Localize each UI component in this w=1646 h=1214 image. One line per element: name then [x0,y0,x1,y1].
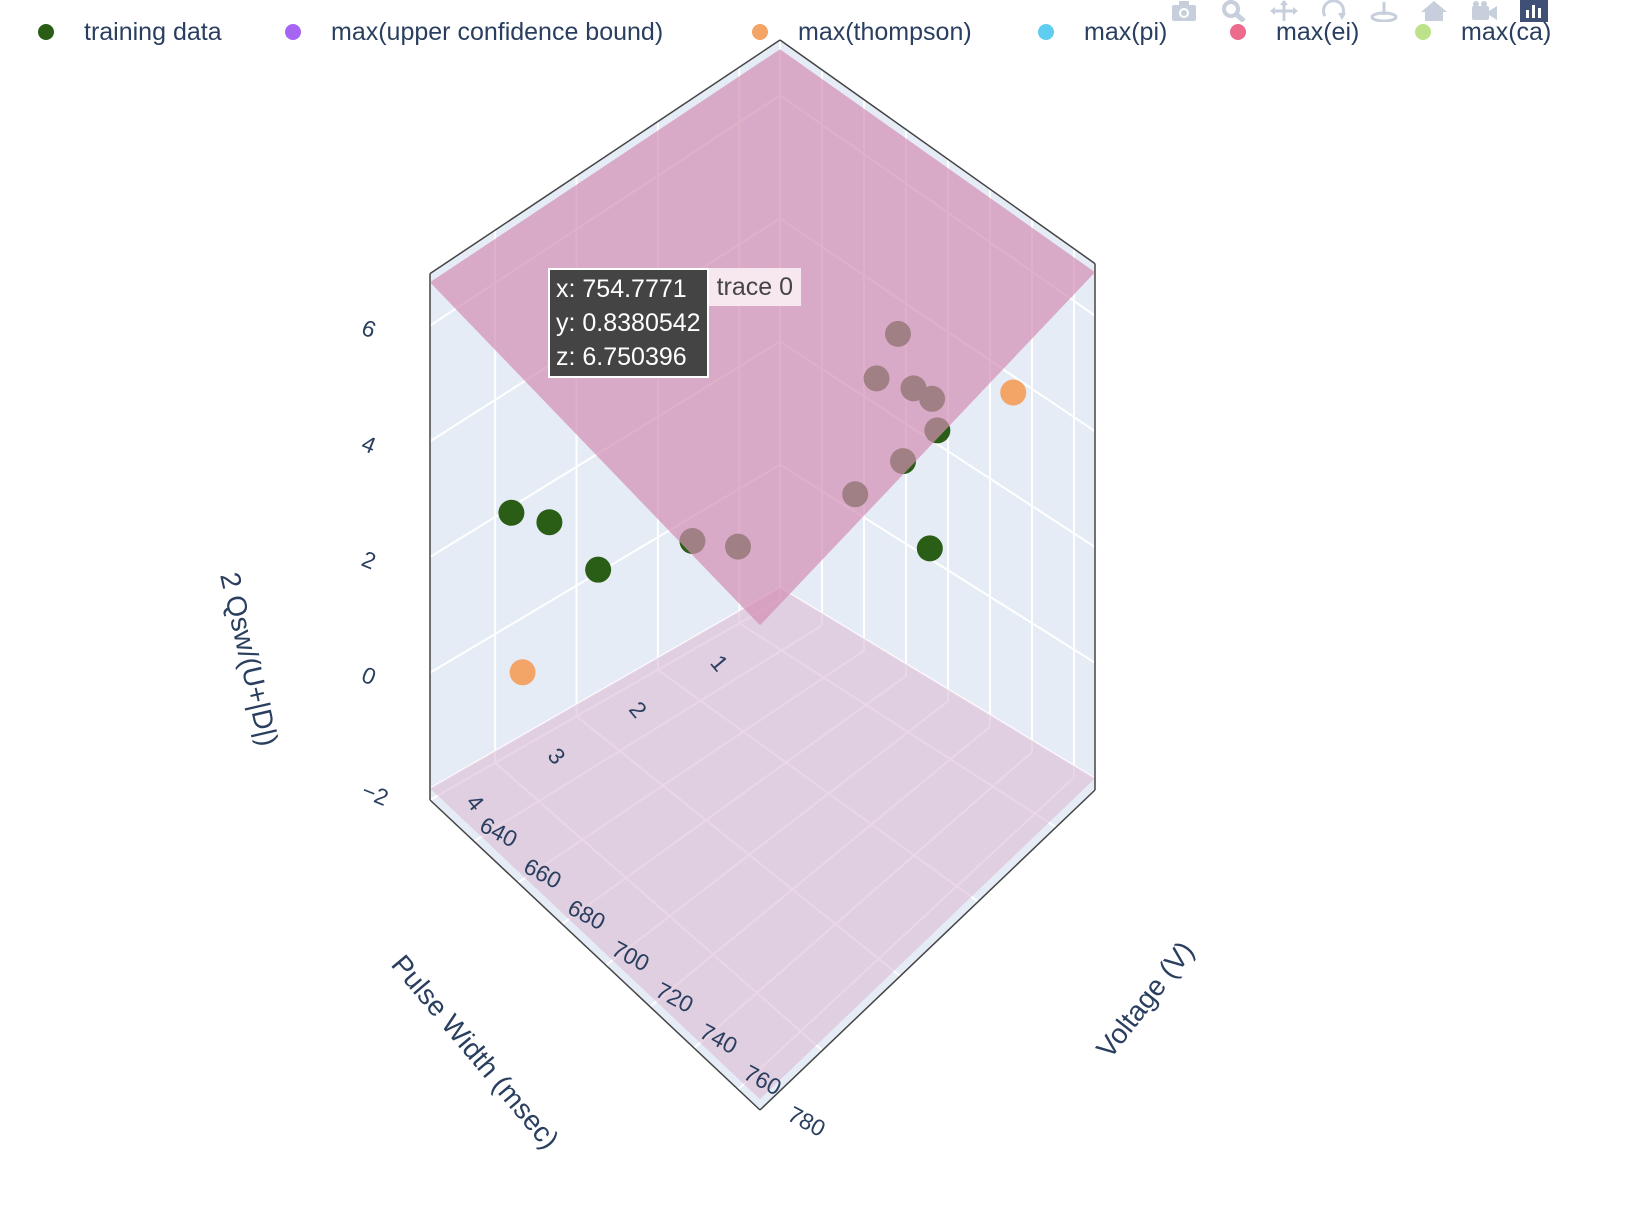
y-axis-title: Pulse Width (msec) [385,949,565,1155]
x-axis-title: Voltage (V) [1090,935,1200,1063]
legend-label: max(ca) [1461,17,1552,46]
data-point-0-10 [585,556,612,583]
legend-label: training data [84,17,222,46]
legend-item-3[interactable]: max(pi) [1038,14,1167,50]
data-point-0-7 [916,535,943,562]
tooltip-values: x: 754.7771 y: 0.8380542 z: 6.750396 [548,268,709,378]
frame-edge [429,799,761,1111]
tooltip-z: z: 6.750396 [556,343,687,371]
z-tick-label: −2 [358,777,392,811]
legend-item-1[interactable]: max(upper confidence bound) [285,14,663,50]
camera-view-icon[interactable] [1470,0,1498,22]
data-point-0-11 [536,509,563,536]
tooltip-y: y: 0.8380542 [556,309,701,337]
camera-icon[interactable] [1170,0,1198,22]
legend-item-4[interactable]: max(ei) [1230,14,1359,50]
legend-marker [752,24,768,40]
orbit-rotate-icon[interactable] [1320,0,1348,22]
axis-frame [429,39,1096,1111]
home-icon[interactable] [1420,0,1448,22]
tooltip-x: x: 754.7771 [556,275,687,303]
upper-surface[interactable] [430,49,1095,626]
surface-trace-0[interactable] [430,49,1095,626]
legend-marker [1230,24,1246,40]
plotly-logo-icon[interactable] [1520,0,1548,22]
turntable-icon[interactable] [1370,0,1398,22]
z-tick-label: 2 [358,546,380,575]
legend-label: max(ei) [1276,17,1360,46]
x-tick-label: 780 [784,1101,830,1142]
legend-marker [1038,24,1054,40]
hover-tooltip: x: 754.7771 y: 0.8380542 z: 6.750396 tra… [548,268,802,378]
legend-marker [38,24,54,40]
legend-item-0[interactable]: training data [38,14,222,50]
pan-icon[interactable] [1270,0,1298,22]
z-tick-label: 4 [358,430,380,459]
frame-edge [779,39,1096,265]
legend-label: max(thompson) [798,17,972,46]
tooltip-trace-name: trace 0 [708,268,802,306]
legend-item-2[interactable]: max(thompson) [752,14,972,50]
legend-label: max(pi) [1084,17,1168,46]
z-axis-title: 2 Qsw/(U+|D|) [214,569,284,749]
z-tick-label: 6 [358,314,380,343]
surface-lower-plane [430,587,1095,1100]
modebar [1170,0,1548,26]
lower-surface [430,587,1095,1100]
data-point-0-12 [498,499,525,526]
zoom-icon[interactable] [1220,0,1248,22]
frame-edge [759,789,1096,1111]
legend-marker [285,24,301,40]
legend-item-5[interactable]: max(ca) [1415,14,1551,50]
z-tick-label: 0 [358,661,380,690]
legend-label: max(upper confidence bound) [331,17,664,46]
legend: training data max(upper confidence bound)… [0,0,1646,70]
frame-edge [429,39,781,275]
data-point-1-0 [1000,379,1027,406]
data-point-1-1 [509,659,536,686]
legend-marker [1415,24,1431,40]
